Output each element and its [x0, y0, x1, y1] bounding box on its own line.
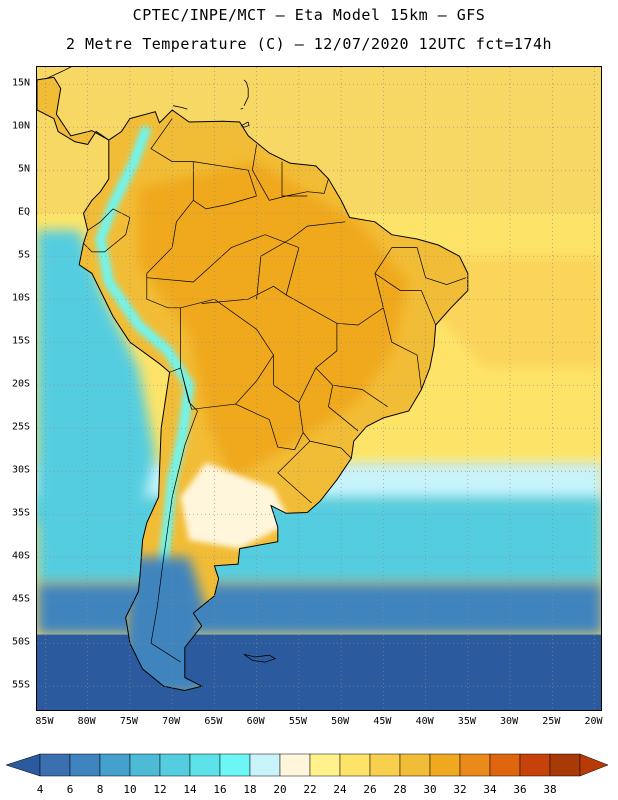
lat-tick-label: 25S	[11, 421, 30, 433]
lat-tick-label: 15N	[11, 77, 30, 89]
lon-tick-label: 25W	[542, 716, 561, 727]
colorbar-segment	[399, 753, 431, 777]
temperature-colorbar	[5, 753, 609, 777]
map-title: CPTEC/INPE/MCT – Eta Model 15km – GFS	[132, 6, 486, 24]
colorbar-segment	[489, 753, 521, 777]
lat-tick-label: 30S	[11, 464, 30, 476]
colorbar-segment	[279, 753, 311, 777]
lon-tick-label: 85W	[35, 716, 54, 727]
colorbar-tick-label: 26	[363, 783, 377, 796]
colorbar-segment	[219, 753, 251, 777]
map-canvas	[37, 67, 601, 710]
colorbar-segment	[189, 753, 221, 777]
colorbar-segment	[249, 753, 281, 777]
colorbar-segment	[69, 753, 101, 777]
colorbar-tick-label: 6	[66, 783, 74, 796]
colorbar-under-arrow	[5, 753, 41, 777]
lon-tick-label: 65W	[204, 716, 223, 727]
colorbar-tick-label: 18	[243, 783, 257, 796]
lon-tick-label: 55W	[288, 716, 307, 727]
colorbar-segment	[39, 753, 71, 777]
lat-tick-label: 45S	[11, 593, 30, 605]
colorbar-tick-label: 10	[123, 783, 137, 796]
lon-tick-label: 45W	[373, 716, 392, 727]
colorbar-segment	[519, 753, 551, 777]
lon-tick-label: 40W	[415, 716, 434, 727]
lat-tick-label: 35S	[11, 507, 30, 519]
colorbar-tick-label: 28	[393, 783, 407, 796]
lat-tick-label: 15S	[11, 335, 30, 347]
colorbar-tick-label: 4	[36, 783, 44, 796]
coastline-borders	[37, 67, 469, 692]
lon-tick-label: 60W	[246, 716, 265, 727]
colorbar-tick-label: 8	[96, 783, 104, 796]
lon-tick-label: 70W	[162, 716, 181, 727]
lat-tick-label: 40S	[11, 550, 30, 562]
colorbar-segment	[159, 753, 191, 777]
lat-tick-label: 50S	[11, 636, 30, 648]
colorbar-tick-label: 36	[513, 783, 527, 796]
colorbar-segment	[309, 753, 341, 777]
colorbar-tick-label: 32	[453, 783, 467, 796]
lon-tick-label: 75W	[119, 716, 138, 727]
lon-tick-label: 30W	[500, 716, 519, 727]
lat-tick-label: 55S	[11, 679, 30, 691]
lat-tick-label: EQ	[17, 206, 30, 218]
colorbar-segment	[99, 753, 131, 777]
colorbar-tick-label: 34	[483, 783, 497, 796]
temperature-map	[36, 66, 602, 711]
lon-tick-label: 35W	[457, 716, 476, 727]
map-subtitle: 2 Metre Temperature (C) – 12/07/2020 12U…	[65, 35, 553, 53]
colorbar-tick-label: 12	[153, 783, 167, 796]
colorbar-segment	[339, 753, 371, 777]
colorbar-segment	[129, 753, 161, 777]
lon-tick-label: 20W	[584, 716, 603, 727]
colorbar-tick-label: 22	[303, 783, 317, 796]
lon-tick-label: 80W	[77, 716, 96, 727]
lat-tick-label: 5N	[17, 163, 30, 175]
colorbar-tick-label: 38	[543, 783, 557, 796]
colorbar-tick-label: 30	[423, 783, 437, 796]
lat-tick-label: 10N	[11, 120, 30, 132]
lat-tick-label: 20S	[11, 378, 30, 390]
colorbar-segment	[369, 753, 401, 777]
lat-tick-label: 10S	[11, 292, 30, 304]
colorbar-tick-label: 20	[273, 783, 287, 796]
colorbar-segment	[459, 753, 491, 777]
lat-tick-label: 5S	[17, 249, 30, 261]
colorbar-segment	[549, 753, 581, 777]
colorbar-over-arrow	[579, 753, 609, 777]
colorbar-tick-label: 14	[183, 783, 197, 796]
colorbar-tick-label: 16	[213, 783, 227, 796]
colorbar-segment	[429, 753, 461, 777]
lon-tick-label: 50W	[331, 716, 350, 727]
colorbar-tick-label: 24	[333, 783, 347, 796]
